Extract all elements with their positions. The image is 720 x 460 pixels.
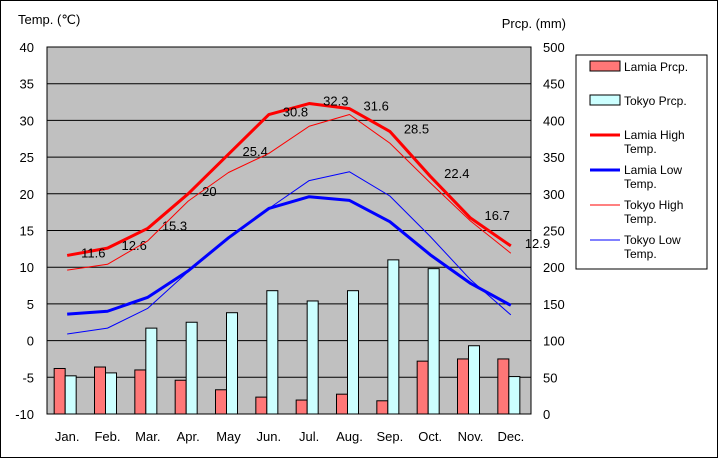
legend-swatch: [589, 94, 621, 106]
left-tick-label: -10: [15, 407, 34, 422]
left-tick-label: 35: [20, 77, 34, 92]
bar-tokyo-prcp: [387, 259, 400, 415]
bar-lamia-prcp: [174, 379, 187, 415]
data-label: 28.5: [404, 121, 429, 136]
left-tick-label: 25: [20, 150, 34, 165]
legend-label: Temp.: [624, 212, 657, 226]
right-tick-label: 350: [543, 150, 565, 165]
right-tick-label: 50: [543, 370, 557, 385]
right-tick-label: 500: [543, 40, 565, 55]
data-label: 16.7: [485, 208, 510, 223]
bar-lamia-prcp: [255, 396, 268, 415]
left-tick-label: 15: [20, 224, 34, 239]
legend-label: Tokyo Prcp.: [624, 94, 687, 108]
bar-tokyo-prcp: [266, 290, 279, 415]
bar-lamia-prcp: [215, 389, 227, 415]
x-tick-label: Dec.: [497, 429, 524, 444]
legend-swatch: [589, 60, 621, 72]
legend-label: Temp.: [624, 142, 657, 156]
left-tick-label: 40: [20, 40, 34, 55]
bar-lamia-prcp: [457, 358, 469, 415]
left-tick-label: 30: [20, 113, 34, 128]
line-tokyo-low-temp: [67, 171, 512, 335]
left-tick-label: -5: [22, 370, 34, 385]
x-tick-label: Nov.: [458, 429, 484, 444]
bar-lamia-prcp: [134, 369, 147, 415]
x-tick-label: Mar.: [135, 429, 160, 444]
legend-label: Tokyo High: [624, 198, 683, 212]
bar-tokyo-prcp: [508, 376, 521, 415]
legend-label: Lamia Prcp.: [624, 60, 688, 74]
left-tick-label: 5: [27, 297, 34, 312]
right-axis-label: Prcp. (mm): [502, 16, 566, 31]
bar-lamia-prcp: [336, 393, 348, 415]
line-lamia-low-temp: [67, 195, 512, 316]
left-tick-label: 10: [20, 260, 34, 275]
legend-label: Lamia High: [624, 128, 685, 142]
data-label: 32.3: [323, 94, 348, 109]
bar-lamia-prcp: [295, 399, 308, 415]
bar-tokyo-prcp: [226, 312, 238, 415]
x-tick-label: Oct.: [418, 429, 442, 444]
right-tick-label: 300: [543, 187, 565, 202]
x-tick-label: Apr.: [177, 429, 200, 444]
legend-label: Temp.: [624, 177, 657, 191]
data-label: 15.3: [162, 218, 187, 233]
data-label: 12.6: [122, 238, 147, 253]
right-tick-label: 250: [543, 224, 565, 239]
bar-tokyo-prcp: [145, 327, 158, 415]
legend-label: Lamia Low: [624, 163, 682, 177]
bar-tokyo-prcp: [105, 372, 117, 415]
right-tick-label: 0: [543, 407, 550, 422]
bar-lamia-prcp: [53, 367, 66, 415]
legend-label: Temp.: [624, 247, 657, 261]
data-label: 12.9: [525, 236, 550, 251]
right-tick-label: 400: [543, 113, 565, 128]
data-label: 30.8: [283, 105, 308, 120]
bar-lamia-prcp: [94, 366, 106, 415]
data-label: 22.4: [444, 166, 469, 181]
right-tick-label: 150: [543, 297, 565, 312]
left-tick-label: 20: [20, 187, 34, 202]
x-tick-label: Jan.: [55, 429, 80, 444]
bar-tokyo-prcp: [347, 290, 359, 415]
data-label: 20: [202, 184, 216, 199]
bar-tokyo-prcp: [427, 268, 440, 415]
data-label: 31.6: [364, 99, 389, 114]
x-tick-label: Aug.: [336, 429, 363, 444]
right-tick-label: 200: [543, 260, 565, 275]
bar-tokyo-prcp: [306, 300, 319, 415]
bar-lamia-prcp: [376, 400, 389, 415]
right-tick-label: 450: [543, 77, 565, 92]
bar-lamia-prcp: [416, 360, 429, 415]
bar-lamia-prcp: [497, 358, 510, 415]
data-label: 11.6: [81, 245, 105, 260]
left-tick-label: 0: [27, 334, 34, 349]
x-tick-label: Feb.: [94, 429, 120, 444]
right-tick-label: 100: [543, 334, 565, 349]
data-label: 25.4: [243, 144, 268, 159]
x-tick-label: Sep.: [376, 429, 403, 444]
bar-tokyo-prcp: [468, 345, 480, 415]
line-lamia-high-temp: [66, 102, 512, 257]
legend-label: Tokyo Low: [624, 233, 681, 247]
bar-tokyo-prcp: [185, 321, 198, 415]
x-tick-label: Jul.: [299, 429, 319, 444]
line-tokyo-high-temp: [67, 114, 512, 271]
bar-tokyo-prcp: [64, 375, 77, 415]
left-axis-label: Temp. (℃): [18, 12, 80, 27]
legend-box: [575, 54, 708, 270]
x-tick-label: May: [216, 429, 241, 444]
x-tick-label: Jun.: [257, 429, 282, 444]
